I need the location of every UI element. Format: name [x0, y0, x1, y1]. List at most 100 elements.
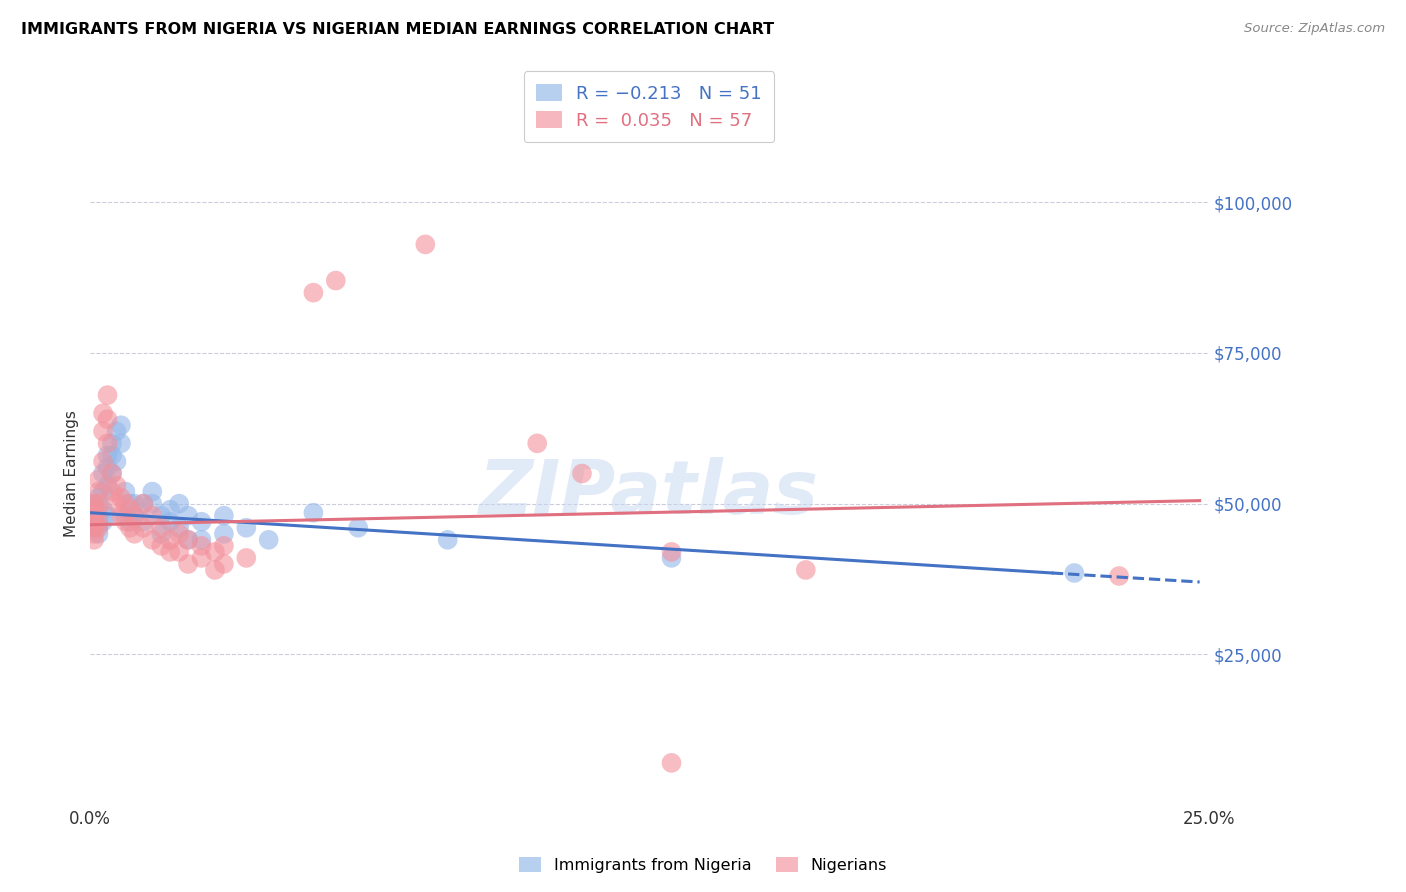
Point [302, 285, 325, 300]
Point [110, 491, 132, 505]
Point [204, 545, 226, 559]
Point [190, 539, 212, 553]
Point [132, 497, 155, 511]
Point [83, 497, 105, 511]
Point [101, 484, 124, 499]
Point [83, 533, 105, 547]
Point [110, 436, 132, 450]
Point [114, 508, 136, 523]
Point [150, 521, 173, 535]
Point [124, 508, 146, 523]
Point [91, 515, 114, 529]
Point [101, 436, 124, 450]
Point [105, 454, 128, 468]
Point [150, 526, 173, 541]
Point [167, 497, 190, 511]
Point [83, 515, 105, 529]
Point [190, 533, 212, 547]
Point [1063, 566, 1085, 580]
Point [83, 521, 105, 535]
Point [167, 545, 190, 559]
Point [105, 425, 128, 439]
Point [87, 473, 110, 487]
Point [235, 550, 257, 565]
Point [132, 521, 155, 535]
Point [141, 484, 163, 499]
Point [794, 563, 817, 577]
Legend: Immigrants from Nigeria, Nigerians: Immigrants from Nigeria, Nigerians [513, 851, 893, 880]
Point [141, 508, 163, 523]
Point [150, 508, 173, 523]
Point [118, 521, 141, 535]
Point [83, 502, 105, 516]
Point [177, 533, 200, 547]
Text: IMMIGRANTS FROM NIGERIA VS NIGERIAN MEDIAN EARNINGS CORRELATION CHART: IMMIGRANTS FROM NIGERIA VS NIGERIAN MEDI… [21, 22, 775, 37]
Point [87, 517, 110, 532]
Point [190, 515, 212, 529]
Point [159, 533, 181, 547]
Point [91, 425, 114, 439]
Point [526, 436, 548, 450]
Point [87, 497, 110, 511]
Point [96, 460, 118, 475]
Point [177, 508, 200, 523]
Point [91, 467, 114, 481]
Point [347, 521, 370, 535]
Point [96, 412, 118, 426]
Point [257, 533, 280, 547]
Point [96, 478, 118, 492]
Y-axis label: Median Earnings: Median Earnings [65, 410, 79, 537]
Point [167, 526, 190, 541]
Point [159, 515, 181, 529]
Point [96, 449, 118, 463]
Point [83, 521, 105, 535]
Point [132, 515, 155, 529]
Point [114, 497, 136, 511]
Point [83, 508, 105, 523]
Point [87, 521, 110, 535]
Point [87, 526, 110, 541]
Point [177, 533, 200, 547]
Point [571, 467, 593, 481]
Point [83, 502, 105, 516]
Point [212, 508, 235, 523]
Point [87, 508, 110, 523]
Point [661, 545, 683, 559]
Point [124, 526, 146, 541]
Point [141, 497, 163, 511]
Point [105, 497, 128, 511]
Point [436, 533, 458, 547]
Point [87, 502, 110, 516]
Point [83, 497, 105, 511]
Point [661, 756, 683, 770]
Point [204, 563, 226, 577]
Point [1108, 569, 1130, 583]
Point [159, 502, 181, 516]
Point [96, 508, 118, 523]
Point [83, 526, 105, 541]
Point [124, 508, 146, 523]
Point [114, 484, 136, 499]
Point [302, 506, 325, 520]
Point [118, 502, 141, 516]
Point [91, 406, 114, 420]
Point [101, 467, 124, 481]
Point [177, 557, 200, 571]
Text: ZIPatlas: ZIPatlas [479, 457, 820, 530]
Point [190, 550, 212, 565]
Point [87, 515, 110, 529]
Point [212, 557, 235, 571]
Point [415, 237, 437, 252]
Point [132, 497, 155, 511]
Point [141, 533, 163, 547]
Point [101, 449, 124, 463]
Point [83, 512, 105, 526]
Point [91, 454, 114, 468]
Point [661, 550, 683, 565]
Point [114, 515, 136, 529]
Point [124, 497, 146, 511]
Text: Source: ZipAtlas.com: Source: ZipAtlas.com [1244, 22, 1385, 36]
Point [159, 545, 181, 559]
Point [212, 539, 235, 553]
Point [110, 508, 132, 523]
